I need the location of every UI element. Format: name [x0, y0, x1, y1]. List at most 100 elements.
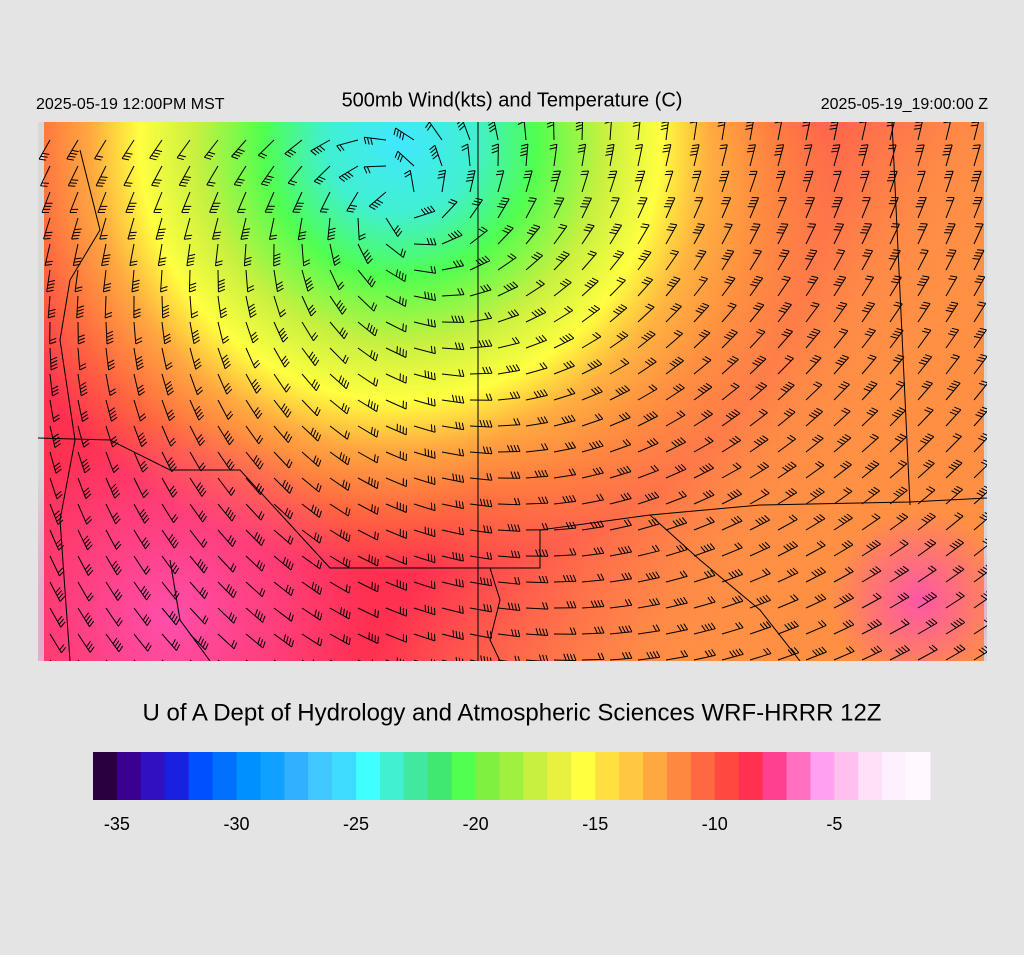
wind-barb — [693, 276, 708, 297]
wind-barb — [49, 373, 59, 397]
wind-barb — [553, 441, 577, 453]
colorbar-swatch — [308, 752, 333, 800]
wind-barb — [385, 243, 406, 258]
wind-barb — [413, 526, 436, 538]
wind-barb — [94, 139, 107, 161]
wind-barb — [413, 475, 436, 485]
wind-barb — [581, 626, 605, 635]
wind-barb — [497, 523, 521, 532]
wind-barb — [189, 607, 209, 625]
wind-barb — [273, 633, 295, 648]
wind-barb — [609, 331, 629, 349]
wind-barb — [973, 591, 987, 609]
wind-barb — [161, 555, 180, 575]
wind-barb — [329, 555, 351, 568]
wind-barb — [497, 655, 520, 661]
wind-barb — [917, 538, 937, 557]
wind-barb — [394, 150, 415, 167]
wind-barb — [217, 607, 237, 624]
wind-barb — [104, 295, 113, 319]
wind-barb — [665, 570, 688, 583]
wind-barb — [385, 555, 407, 565]
wind-barb — [831, 197, 843, 219]
wind-barb — [245, 347, 261, 369]
wind-barb — [441, 198, 458, 219]
wind-barb — [861, 301, 876, 323]
wind-barb — [273, 659, 277, 661]
wind-barb — [77, 555, 94, 576]
wind-barb — [413, 553, 436, 564]
wind-barb — [441, 605, 464, 614]
wind-barb — [49, 607, 66, 628]
wind-barb — [301, 347, 320, 366]
colorbar-swatch — [547, 752, 572, 800]
wind-barb — [833, 619, 855, 635]
wind-barb — [525, 197, 537, 219]
wind-barb — [99, 217, 108, 240]
wind-barb — [945, 617, 966, 635]
wind-barb — [833, 275, 847, 297]
wind-barb — [346, 191, 359, 213]
border — [649, 514, 801, 661]
wind-barb — [441, 394, 465, 404]
wind-barb — [441, 578, 464, 588]
wind-barb — [206, 165, 219, 187]
wind-barb — [609, 492, 632, 505]
wind-barb — [973, 275, 986, 297]
wind-barb — [973, 406, 987, 427]
wind-barb — [461, 143, 471, 167]
wind-barb — [441, 229, 463, 245]
wind-barb — [777, 434, 796, 453]
wind-barb — [338, 165, 359, 182]
wind-barb — [161, 425, 177, 447]
wind-barb — [805, 249, 818, 271]
wind-barb — [889, 459, 908, 479]
wind-barb — [181, 191, 192, 213]
wind-barb — [581, 386, 603, 401]
wind-barb — [133, 581, 151, 601]
wind-barb — [665, 383, 685, 401]
wind-barb — [357, 269, 376, 288]
wind-barb — [609, 598, 633, 609]
wind-barb — [329, 659, 333, 661]
wind-barb — [157, 243, 167, 267]
colorbar-swatch — [236, 752, 261, 800]
wind-barb — [777, 567, 799, 583]
wind-barb — [133, 555, 151, 575]
wind-barb — [829, 122, 839, 141]
wind-barb — [749, 355, 767, 375]
wind-barb — [749, 541, 771, 557]
wind-barb — [637, 250, 652, 271]
wind-barb — [777, 647, 800, 661]
wind-barb — [102, 269, 112, 293]
wind-barb — [186, 243, 196, 267]
wind-barb — [609, 197, 620, 219]
wind-barb — [161, 503, 179, 523]
wind-barb — [357, 476, 379, 489]
colorbar-swatch — [356, 752, 381, 800]
wind-barb — [497, 629, 521, 638]
wind-barb — [525, 362, 548, 375]
wind-barb — [441, 288, 465, 297]
wind-barb — [465, 170, 476, 193]
wind-barb — [553, 548, 577, 557]
wind-barb — [297, 217, 307, 241]
wind-barb — [581, 520, 605, 531]
wind-barb — [721, 621, 744, 635]
wind-barb — [581, 223, 595, 245]
wind-barb — [469, 577, 493, 587]
wind-barb — [553, 601, 577, 609]
wind-barb — [833, 513, 853, 531]
wind-barb — [693, 382, 713, 401]
wind-barb — [495, 170, 505, 193]
wind-barb — [637, 624, 661, 635]
border — [59, 149, 101, 661]
wind-barb — [441, 527, 464, 536]
wind-barb — [217, 581, 237, 599]
wind-barb — [49, 477, 63, 500]
wind-barb — [245, 477, 265, 495]
wind-barb — [525, 279, 545, 297]
wind-barb — [805, 223, 817, 245]
wind-barb — [77, 581, 94, 602]
wind-barb — [553, 468, 577, 479]
